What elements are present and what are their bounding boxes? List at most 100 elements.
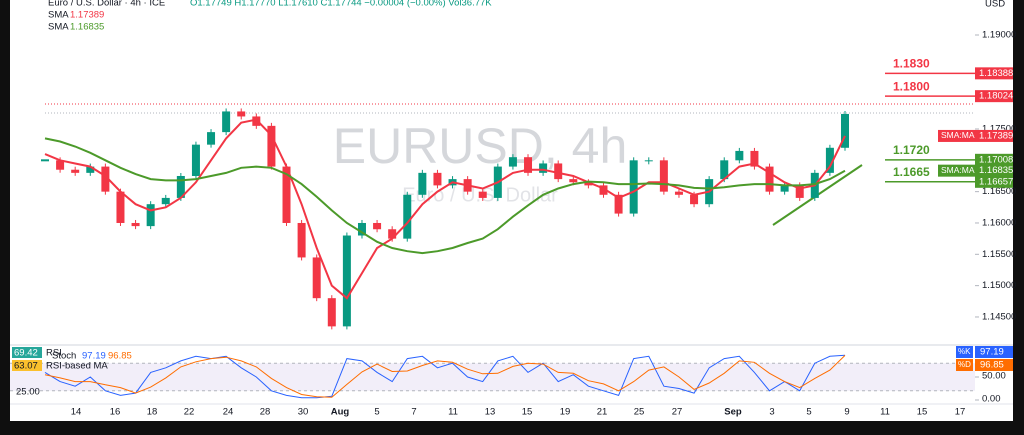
candle [327,298,336,327]
x-tick-label: 17 [955,407,966,418]
candle [433,172,442,186]
stoch-k: 97.19 [82,351,106,362]
x-tick-label: 25 [634,407,645,418]
candle [750,150,759,167]
legend-name: SMA [48,22,69,33]
candle [131,222,140,227]
legend-value: 1.16835 [70,22,104,33]
candle [388,229,397,239]
candle [146,204,155,227]
level-tag-box [975,90,1013,103]
candle [176,175,185,198]
candle [599,185,608,195]
x-tick-label: Aug [331,407,350,418]
osc-tag-value: 96.85 [980,360,1004,371]
candle [569,179,578,183]
x-tick-label: 15 [522,407,533,418]
osc-tag-box [956,346,973,358]
candle [539,163,548,173]
rsi-value: 69.42 [14,348,38,359]
legend-value: 1.17389 [70,10,104,21]
symbol-title: Euro / U.S. Dollar · 4h · ICE [48,0,165,9]
x-tick-label: 30 [298,407,309,418]
candle [403,194,412,239]
rsi-box [12,347,42,358]
level-tag: 1.17008 [979,154,1013,165]
level-label: 1.1830 [893,57,930,71]
candle [282,166,291,223]
candle [765,166,774,192]
candle [41,159,49,162]
y-tick-label: 1.14500 [982,311,1016,322]
x-tick-label: 5 [806,407,811,418]
x-tick-label: 19 [560,407,571,418]
level-label: 1.1800 [893,79,930,93]
candle [659,160,668,192]
candle [795,185,804,198]
level-label: 1.1720 [893,143,930,157]
candle [86,166,95,173]
ohlc: O1.17749 H1.17770 L1.17610 C1.17744 −0.0… [190,0,492,9]
x-tick-label: 11 [448,407,458,418]
currency: USD [985,0,1005,10]
osc-tick-label: 0.00 [982,394,1001,405]
rsi-ma-value: 63.07 [14,361,38,372]
level-tag: 1.18024 [979,91,1013,102]
watermark-title: EURUSD, 4h [333,118,628,174]
x-tick-label: 27 [672,407,683,418]
level-tag: 1.16657 [979,176,1013,187]
y-tick-label: 1.16500 [982,186,1016,197]
osc-tag-name: %K [958,347,971,356]
sma-tag-box [938,164,975,177]
osc-tag-value-box [975,359,1013,371]
y-tick-label: 1.19000 [982,30,1016,41]
candle [71,169,80,173]
candle [644,160,653,162]
rsi-axis-label: 25.00 [16,387,40,398]
candle [312,257,321,299]
x-tick-label: 7 [411,407,416,418]
sma-line [44,137,846,255]
candle [674,191,683,195]
x-tick-label: 14 [71,407,82,418]
osc-tag-value-box [975,346,1013,358]
x-tick-label: 5 [374,407,379,418]
candle [222,111,231,133]
candle [690,194,699,205]
rsi-ma-name: RSI-based MA [46,361,108,372]
x-tick-label: 9 [844,407,849,418]
candle [720,160,729,180]
rsi-name: RSI [46,348,62,359]
candle [780,185,789,192]
level-tag: 1.18388 [979,68,1013,79]
candle [207,132,216,145]
y-tick-label: 1.17500 [982,124,1016,135]
candle [614,194,623,214]
candle [524,157,533,173]
candle [478,191,487,198]
sma-price-box [975,129,1013,142]
x-tick-label: 16 [110,407,121,418]
sma-tag: SMA:MA [941,130,975,140]
osc-tick-label: 50.00 [982,371,1006,382]
sma-price-box [975,164,1013,177]
x-tick-label: 15 [917,407,928,418]
x-tick-label: Sep [724,407,742,418]
sma-price: 1.16835 [979,165,1013,176]
stoch-d: 96.85 [108,351,132,362]
sma-tag: SMA:MA [941,165,975,175]
x-tick-label: 24 [223,407,234,418]
x-tick-label: 3 [769,407,774,418]
osc-line [44,354,846,399]
candle [267,125,276,167]
candle [508,157,517,167]
candle [418,172,427,195]
candle [237,111,246,117]
candle [841,113,849,148]
y-tick-label: 1.15500 [982,249,1016,260]
candle [191,144,200,176]
candle [161,197,170,205]
sma-price: 1.17389 [979,130,1013,141]
x-tick-label: 18 [147,407,158,418]
candle [116,191,125,223]
